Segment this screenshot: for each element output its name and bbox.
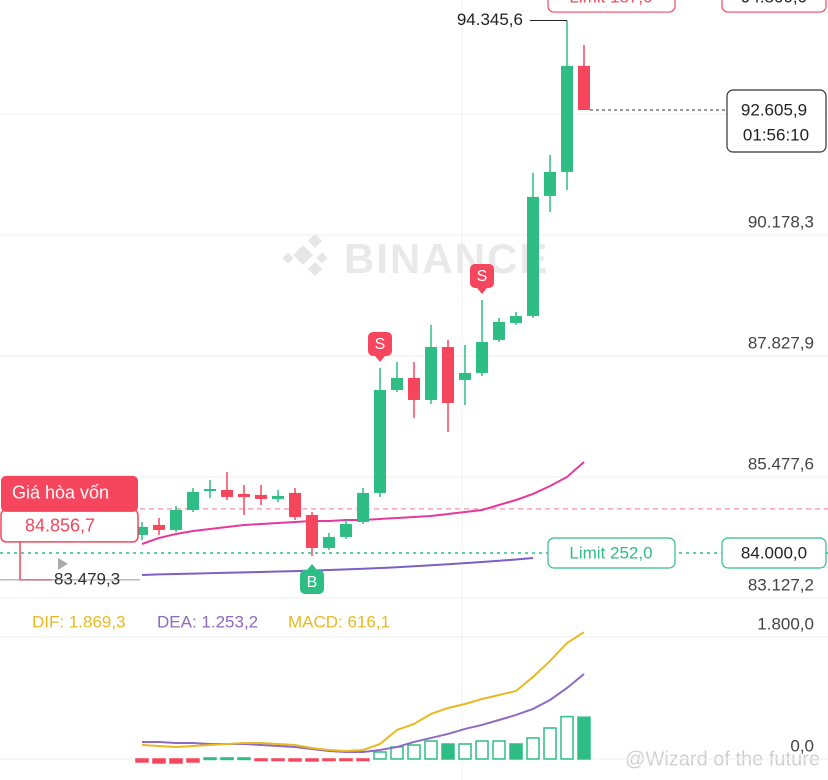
macd-bar [305, 758, 319, 762]
candle-body [391, 377, 403, 390]
candle-body [442, 346, 454, 403]
macd-bar [220, 757, 234, 761]
macd-label: MACD: 616,1 [288, 612, 390, 631]
candle-body [255, 494, 267, 499]
signal-marker [470, 263, 494, 288]
breakeven-bracket [19, 541, 52, 581]
moving-average-line [141, 557, 534, 576]
signal-marker [300, 569, 324, 594]
watermark: BINANCE [344, 235, 549, 282]
macd-bar [407, 744, 421, 760]
dif-label: DIF: 1.869,3 [32, 612, 126, 631]
signal-pointer [375, 355, 385, 362]
candle-body [136, 526, 148, 535]
candle-body [544, 171, 556, 196]
candle-body [561, 65, 573, 172]
candle-body [289, 492, 301, 517]
macd-bar [322, 758, 336, 762]
y-tick-label: 85.477,6 [748, 454, 814, 473]
candle-body [238, 493, 250, 497]
order-price-label: 84.000,0 [741, 543, 807, 562]
y-tick-label: 83.127,2 [748, 575, 814, 594]
macd-bar [492, 740, 506, 760]
candle-body [425, 346, 437, 400]
order-label: Limit 252,0 [569, 543, 652, 562]
candle-body [578, 65, 590, 111]
candle-body [459, 372, 471, 380]
dif-line [141, 631, 585, 752]
order-box [547, 0, 676, 13]
order-price-label: 94.800,0 [741, 0, 807, 7]
signal-label: B [307, 574, 318, 591]
dea-label: DEA: 1.253,2 [157, 612, 258, 631]
macd-bar [441, 743, 455, 760]
candle-body [527, 196, 539, 316]
candle-body [272, 495, 284, 499]
countdown-label: 01:56:10 [743, 125, 809, 144]
signal-label: S [477, 268, 488, 285]
candle-body [408, 377, 420, 400]
macd-bar [526, 737, 540, 760]
macd-bar [475, 740, 489, 760]
macd-bar [509, 743, 523, 760]
signal-label: S [375, 336, 386, 353]
macd-bar [543, 727, 557, 760]
order-price-box [721, 537, 827, 569]
macd-bar [135, 758, 149, 763]
y-tick-label: 1.800,0 [757, 614, 814, 633]
macd-bar [339, 758, 353, 762]
order-price-box [721, 0, 827, 13]
candle-body [510, 315, 522, 323]
macd-bar [577, 716, 591, 760]
dea-line [142, 673, 585, 753]
signal-pointer [477, 287, 487, 294]
macd-bar [373, 751, 387, 760]
candle-body [153, 524, 165, 530]
signal-marker [368, 331, 392, 356]
candle-body [221, 489, 233, 497]
macd-bar [424, 740, 438, 760]
signal-pointer [307, 563, 317, 570]
entry-label: 83.479,3 [54, 569, 120, 588]
macd-bar [203, 757, 217, 761]
macd-bar [152, 758, 166, 764]
macd-bar [169, 758, 183, 764]
watermark-logo [282, 233, 328, 277]
breakeven-title: Giá hòa vốn [12, 483, 109, 503]
macd-bar [254, 758, 268, 762]
last-price-label: 92.605,9 [741, 100, 807, 119]
candle-body [187, 491, 199, 510]
macd-bar [356, 758, 370, 762]
macd-bar [288, 758, 302, 762]
last-price-box [726, 89, 827, 153]
y-tick-label: 87.827,9 [748, 333, 814, 352]
macd-bar [271, 758, 285, 762]
candle-body [170, 509, 182, 530]
candle-body [323, 536, 335, 548]
candle-body [357, 492, 369, 522]
macd-bar [186, 758, 200, 763]
high-label: 94.345,6 [457, 10, 523, 29]
entry-arrow [58, 557, 68, 570]
candle-body [374, 389, 386, 493]
breakeven-label: 84.856,7 [25, 516, 95, 536]
y-tick-label: 90.178,3 [748, 212, 814, 231]
order-label: Limit 187,0 [569, 0, 652, 7]
candle-body [340, 523, 352, 537]
candle-body [476, 341, 488, 373]
macd-bar [560, 715, 574, 760]
macd-bar [390, 746, 404, 760]
order-box [547, 537, 676, 569]
breakeven-title-box [1, 475, 138, 512]
candle-body [204, 488, 216, 491]
candle-body [493, 321, 505, 340]
macd-bar [458, 743, 472, 760]
macd-bar [237, 757, 251, 761]
y-tick-label: 0,0 [790, 736, 814, 755]
candle-body [306, 514, 318, 548]
